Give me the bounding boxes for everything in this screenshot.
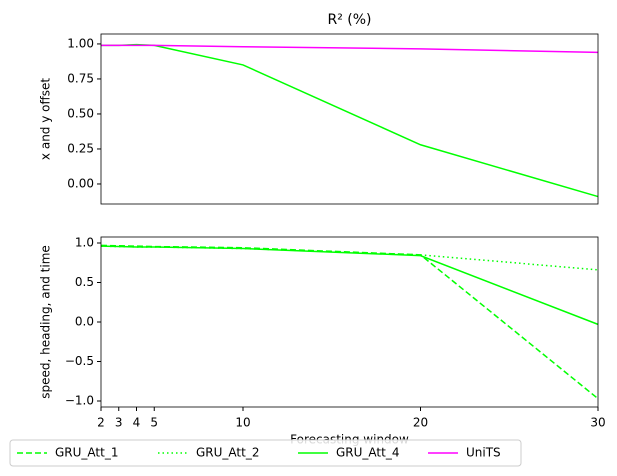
y-tick-label: 0.50 <box>67 106 94 120</box>
y-axis-label: x and y offset <box>39 78 53 160</box>
x-tick-label: 10 <box>235 416 250 430</box>
y-tick-label: 0.25 <box>67 141 94 155</box>
series-line <box>100 244 599 400</box>
legend-label: GRU_Att_4 <box>336 446 399 460</box>
series-line <box>100 245 599 271</box>
legend-box <box>9 439 522 467</box>
legend-label: GRU_Att_2 <box>196 446 259 460</box>
x-tick-label: 5 <box>150 416 158 430</box>
plot-frame <box>100 236 599 408</box>
x-tick-label: 3 <box>115 416 123 430</box>
x-tick-label: 2 <box>97 416 105 430</box>
plot-frame <box>100 33 599 205</box>
y-tick-label: 1.00 <box>67 36 94 50</box>
y-tick-label: 0.00 <box>67 176 94 190</box>
series-line <box>100 245 599 326</box>
y-tick-label: 1.0 <box>75 236 94 250</box>
y-tick-label: −0.5 <box>65 354 94 368</box>
series-line <box>101 43 599 198</box>
x-tick-label: 30 <box>590 416 605 430</box>
legend-label: GRU_Att_1 <box>55 446 118 460</box>
x-tick-label: 20 <box>413 416 428 430</box>
y-tick-label: 0.5 <box>75 275 94 289</box>
legend-label: UniTS <box>466 446 501 460</box>
y-tick-label: 0.0 <box>75 315 94 329</box>
y-tick-label: −1.0 <box>65 393 94 407</box>
x-tick-label: 4 <box>133 416 141 430</box>
chart-title: R² (%) <box>327 12 371 28</box>
series-line <box>101 44 599 54</box>
y-axis-label: speed, heading, and time <box>39 245 53 399</box>
y-tick-label: 0.75 <box>67 71 94 85</box>
